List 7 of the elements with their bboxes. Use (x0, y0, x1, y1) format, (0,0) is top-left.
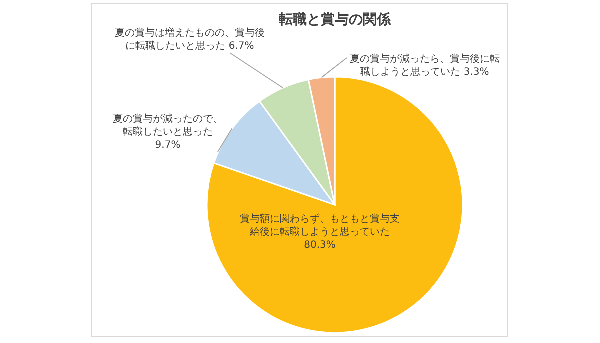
slice-label: 賞与額に関わらず、もともと賞与支給後に転職しようと思っていた (240, 213, 400, 238)
data-label: 9.7% (155, 140, 181, 151)
data-label: 80.3% (304, 240, 336, 251)
slice-label: 夏の賞与が減ったら、賞与後に転職しようと思っていた 3.3% (350, 53, 500, 78)
slice-label: 夏の賞与が減ったので、転職したいと思った (113, 113, 223, 138)
chart-title: 転職と賞与の関係 (278, 11, 392, 28)
slice-label: 夏の賞与は増えたものの、賞与後に転職したいと思った 6.7% (115, 27, 265, 52)
